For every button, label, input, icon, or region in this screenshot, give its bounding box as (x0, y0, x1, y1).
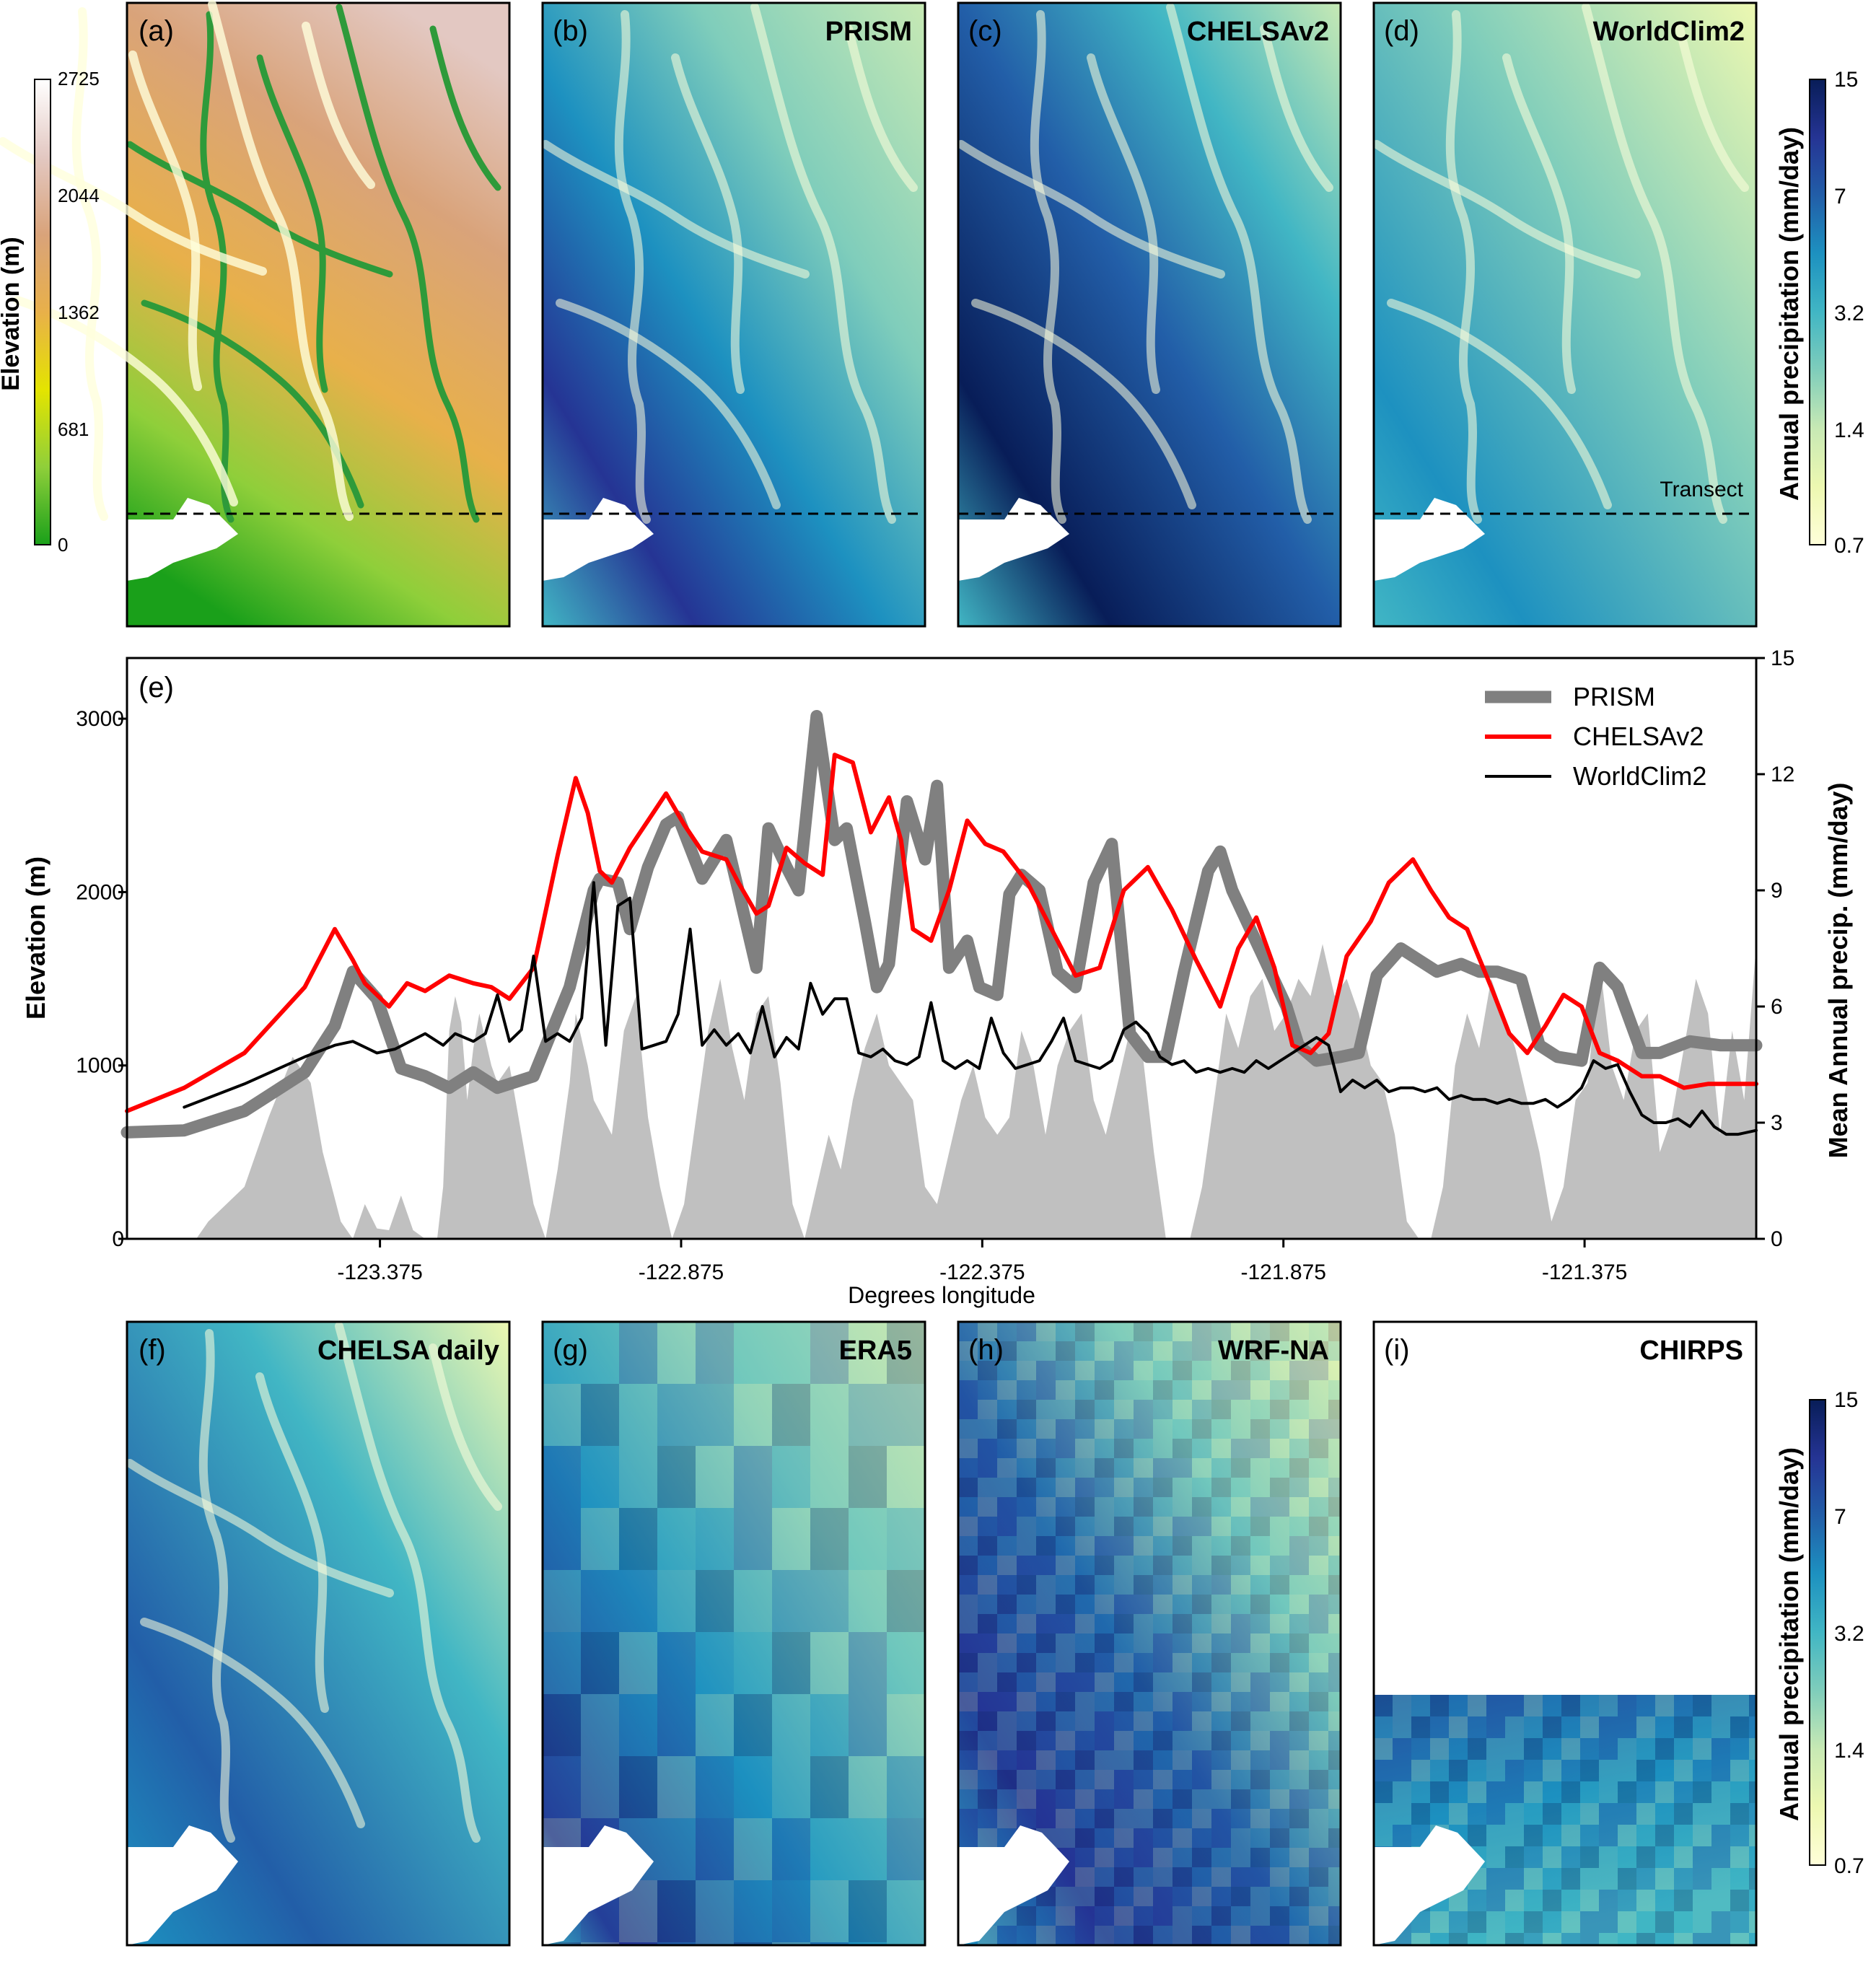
plot-frame (126, 657, 1758, 1240)
x-tick-label: -121.375 (1542, 1260, 1627, 1284)
map-i-cells (1374, 1695, 1756, 1945)
y-tick-label: 0 (112, 1227, 124, 1251)
map-b-label: (b) (553, 15, 588, 47)
map-f-label: (f) (139, 1334, 166, 1366)
y-axis-right-title: Mean Annual precip. (mm/day) (1823, 783, 1853, 1159)
map-i-title: CHIRPS (1639, 1336, 1743, 1366)
precip-top-tick-2: 3.2 (1834, 302, 1864, 325)
elev-tick-4: 0 (58, 534, 68, 556)
y-right-tick-label: 0 (1771, 1227, 1783, 1251)
colorbar-elevation: 2725 2044 1362 681 0 Elevation (m) (0, 68, 100, 556)
map-d-title: WorldClim2 (1593, 17, 1745, 47)
map-d-rivers (1372, 3, 1749, 524)
legend: PRISM CHELSAv2 WorldClim2 (1485, 682, 1706, 791)
legend-label-worldclim: WorldClim2 (1573, 761, 1706, 791)
map-d-label: (d) (1384, 15, 1419, 47)
precip-top-tick-3: 1.4 (1834, 418, 1864, 442)
x-tick-label: -121.875 (1241, 1260, 1326, 1284)
map-a-label: (a) (139, 15, 174, 47)
map-c: (c) CHELSAv2 (957, 1, 1342, 628)
transect-label: Transect (1660, 478, 1743, 501)
map-i: (i) CHIRPS (1372, 1320, 1758, 1947)
map-c-title: CHELSAv2 (1187, 17, 1329, 47)
precip-top-tick-4: 0.7 (1834, 534, 1864, 558)
y-tick-label: 2000 (76, 880, 124, 904)
y-axis-title: Elevation (m) (21, 856, 51, 1019)
elev-tick-2: 1362 (58, 302, 100, 323)
elevation-profile (127, 944, 1756, 1239)
y-right-tick-label: 12 (1771, 763, 1794, 786)
map-h-title: WRF-NA (1218, 1336, 1329, 1366)
legend-label-prism: PRISM (1573, 682, 1655, 711)
map-g-label: (g) (553, 1334, 588, 1366)
precip-bottom-tick-3: 1.4 (1834, 1739, 1864, 1763)
elev-tick-1: 2044 (58, 185, 100, 206)
precip-bottom-tick-4: 0.7 (1834, 1854, 1864, 1878)
elevation-profile-area (127, 944, 1756, 1239)
map-a-rivers (126, 4, 501, 523)
map-a: (a) (126, 1, 511, 628)
elev-tick-0: 2725 (58, 68, 100, 89)
map-h-label: (h) (968, 1334, 1004, 1366)
y-right-tick-label: 6 (1771, 995, 1783, 1019)
map-b-title: PRISM (825, 17, 912, 47)
x-axis: -123.375 -122.875 -122.375 -121.875 -121.375 (337, 1239, 1627, 1284)
x-tick-label: -122.375 (939, 1260, 1025, 1284)
x-axis-title: Degrees longitude (848, 1282, 1035, 1308)
precip-bottom-colorbar-title: Annual precipitation (mm/day) (1774, 1447, 1804, 1821)
map-h-cells (958, 1322, 1341, 1945)
y-tick-label: 3000 (76, 707, 124, 731)
y-right-tick-label: 3 (1771, 1111, 1783, 1135)
y-right-tick-label: 15 (1771, 646, 1794, 670)
x-tick-label: -123.375 (337, 1260, 422, 1284)
y-tick-label: 1000 (76, 1054, 124, 1078)
map-g-title: ERA5 (839, 1336, 912, 1366)
chelsa-line (125, 753, 1758, 1113)
chart-label: (e) (139, 672, 174, 703)
colorbar-precip-top: 15 7 3.2 1.4 0.7 Annual precipitation (m… (1774, 68, 1864, 558)
elev-tick-3: 681 (58, 418, 89, 440)
x-tick-label: -122.875 (639, 1260, 724, 1284)
worldclim-line (183, 881, 1758, 1136)
map-c-rivers (957, 3, 1333, 524)
map-i-label: (i) (1384, 1334, 1410, 1366)
prism-line (120, 710, 1763, 1139)
precip-bottom-tick-1: 7 (1834, 1505, 1846, 1529)
map-b: (b) PRISM (541, 1, 926, 628)
precip-top-tick-0: 15 (1834, 68, 1858, 92)
map-f-title: CHELSA daily (317, 1336, 499, 1366)
precip-top-colorbar-title: Annual precipitation (mm/day) (1774, 127, 1804, 501)
legend-label-chelsa: CHELSAv2 (1573, 722, 1704, 751)
map-f: (f) CHELSA daily (126, 1320, 511, 1947)
y-axis-left: 0 1000 2000 3000 (76, 707, 127, 1251)
map-d: (d) WorldClim2 Transect (1372, 1, 1758, 628)
elev-colorbar-title: Elevation (m) (0, 237, 25, 390)
map-g-cells (543, 1322, 925, 1945)
map-b-rivers (541, 3, 918, 524)
precip-top-tick-1: 7 (1834, 185, 1846, 209)
transect-chart: -123.375 -122.875 -122.375 -121.875 -121.375… (21, 646, 1853, 1308)
colorbar-precip-bottom: 15 7 3.2 1.4 0.7 Annual precipitation (m… (1774, 1388, 1864, 1878)
precip-bottom-tick-2: 3.2 (1834, 1622, 1864, 1646)
map-f-rivers (126, 1322, 502, 1843)
y-axis-right: 0 3 6 9 12 15 (1756, 646, 1794, 1251)
precip-bottom-tick-0: 15 (1834, 1388, 1858, 1412)
y-right-tick-label: 9 (1771, 879, 1783, 903)
map-c-label: (c) (968, 15, 1002, 47)
series-lines (120, 710, 1763, 1139)
